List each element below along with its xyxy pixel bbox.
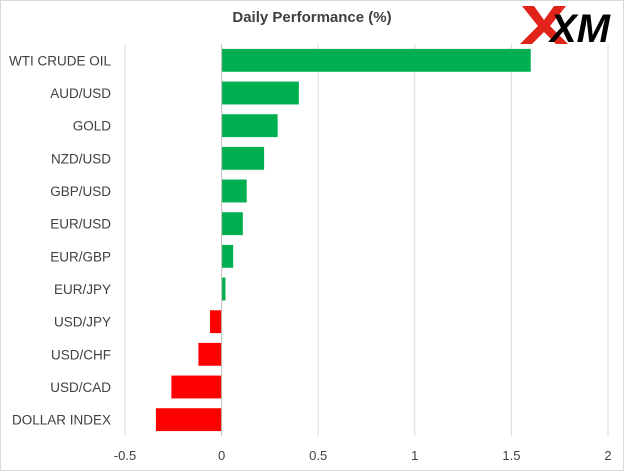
bar	[221, 277, 226, 301]
category-label: EUR/USD	[50, 217, 111, 232]
bar	[221, 114, 278, 138]
bar	[221, 179, 247, 203]
category-labels: WTI CRUDE OIL AUD/USD GOLD NZD/USD GBP/USD EU…	[9, 53, 111, 427]
bar	[210, 310, 222, 334]
x-tick-label: 0	[218, 448, 225, 463]
x-tick-label: -0.5	[114, 448, 136, 463]
bar	[221, 244, 234, 268]
xm-logo-text: XM	[548, 7, 612, 46]
chart-title: Daily Performance (%)	[232, 9, 392, 26]
x-tick-label: 1	[411, 448, 418, 463]
category-label: GBP/USD	[50, 184, 111, 199]
x-tick-label: 1.5	[502, 448, 520, 463]
category-label: USD/JPY	[54, 315, 111, 330]
category-label: AUD/USD	[50, 86, 111, 101]
x-tick-label: 0.5	[309, 448, 327, 463]
category-label: WTI CRUDE OIL	[9, 53, 111, 68]
x-tick-label: 2	[604, 448, 611, 463]
grid-lines	[124, 44, 609, 436]
bar	[198, 342, 222, 366]
bar	[221, 81, 299, 105]
bars	[155, 44, 531, 436]
xm-logo: XM	[520, 6, 612, 46]
x-axis-ticks: -0.5 0 0.5 1 1.5 2	[114, 448, 612, 463]
bar	[221, 212, 243, 236]
bar	[221, 146, 265, 170]
category-label: USD/CAD	[50, 380, 111, 395]
category-label: USD/CHF	[51, 347, 111, 362]
bar	[155, 408, 222, 432]
xm-logo-x-mark	[520, 6, 568, 44]
category-label: DOLLAR INDEX	[12, 413, 111, 428]
category-label: NZD/USD	[51, 151, 111, 166]
category-label: EUR/GBP	[50, 249, 111, 264]
category-label: EUR/JPY	[54, 282, 111, 297]
bar	[221, 48, 531, 72]
category-label: GOLD	[73, 119, 112, 134]
bar	[171, 375, 222, 399]
